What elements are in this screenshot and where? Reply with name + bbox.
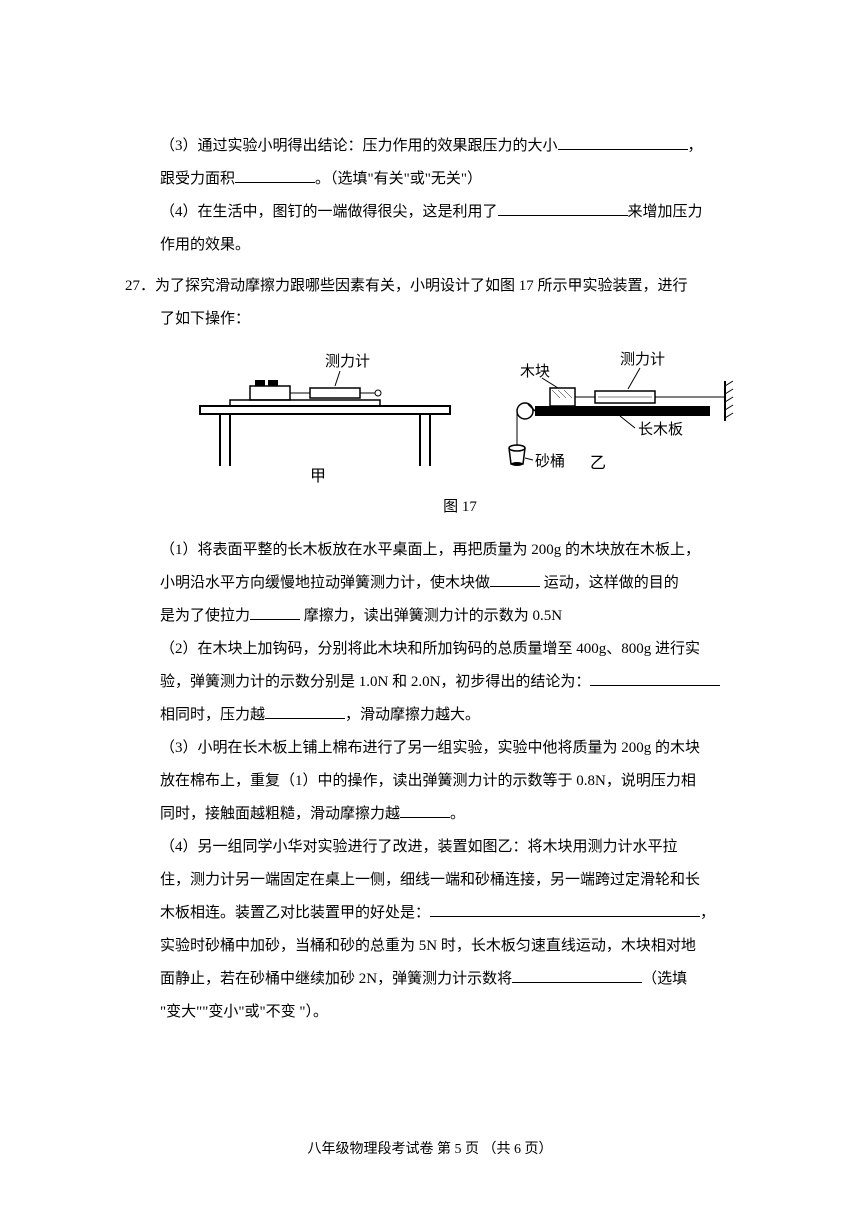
text: 小明沿水平方向缓慢地拉动弹簧测力计，使木块做 xyxy=(160,575,490,591)
text: 为了探究滑动摩擦力跟哪些因素有关，小明设计了如图 17 所示甲实验装置，进行 xyxy=(155,278,688,294)
figure-caption: 图 17 xyxy=(160,491,760,524)
blank xyxy=(265,701,345,719)
text: 木板相连。装置乙对比装置甲的好处是： xyxy=(160,905,430,921)
text: 面静止，若在砂桶中继续加砂 2N，弹簧测力计示数将 xyxy=(160,971,512,987)
q26-part4: （4）在生活中，图钉的一端做得很尖，这是利用了 来增加压力 xyxy=(160,196,760,229)
text: 是为了使拉力 xyxy=(160,608,250,624)
q27-part3-b: 放在棉布上，重复（1）中的操作，读出弹簧测力计的示数等于 0.8N，说明压力相 xyxy=(160,765,760,798)
label-meter-right: 测力计 xyxy=(620,351,665,368)
text: 放在棉布上，重复（1）中的操作，读出弹簧测力计的示数等于 0.8N，说明压力相 xyxy=(160,773,696,789)
q27-part1-b: 小明沿水平方向缓慢地拉动弹簧测力计，使木块做 运动，这样做的目的 xyxy=(160,567,760,600)
q26-part3: （3）通过实验小明得出结论：压力作用的效果跟压力的大小 ， xyxy=(160,130,760,163)
blank xyxy=(512,965,642,983)
q27-intro-b: 了如下操作： xyxy=(160,303,760,336)
q27-part2-a: （2）在木块上加钩码，分别将此木块和所加钩码的总质量增至 400g、800g 进… xyxy=(160,633,760,666)
text: 住，测力计另一端固定在桌上一侧，细线一端和砂桶连接，另一端跨过定滑轮和长 xyxy=(160,872,700,888)
q27-part4-e: 实验时砂桶中加砂，当桶和砂的总重为 5N 时，长木板匀速直线运动，木块相对地 xyxy=(160,930,760,963)
text: ， xyxy=(688,138,703,154)
q26-part3b: 跟受力面积 。（选填"有关"或"无关"） xyxy=(160,163,760,196)
q26-part4b: 作用的效果。 xyxy=(160,229,760,262)
blank xyxy=(498,198,628,216)
blank xyxy=(400,800,450,818)
text: 跟受力面积 xyxy=(160,171,235,187)
text: 来增加压力 xyxy=(628,204,703,220)
q27-intro: 27．为了探究滑动摩擦力跟哪些因素有关，小明设计了如图 17 所示甲实验装置，进… xyxy=(160,270,760,303)
blank xyxy=(590,668,720,686)
text: （4）在生活中，图钉的一端做得很尖，这是利用了 xyxy=(160,204,498,220)
text: 验，弹簧测力计的示数分别是 1.0N 和 2.0N，初步得出的结论为： xyxy=(160,674,590,690)
text: （1）将表面平整的长木板放在水平桌面上，再把质量为 200g 的木块放在木板上， xyxy=(160,542,700,558)
text: （2）在木块上加钩码，分别将此木块和所加钩码的总质量增至 400g、800g 进… xyxy=(160,641,700,657)
question-number: 27． xyxy=(125,278,155,294)
text: （选填 xyxy=(642,971,687,987)
label-bucket: 砂桶 xyxy=(535,453,565,470)
page-footer: 八年级物理段考试卷 第 5 页 （共 6 页） xyxy=(0,1135,860,1166)
q27-part4-c: 木板相连。装置乙对比装置甲的好处是： ， xyxy=(160,897,760,930)
blank xyxy=(235,165,315,183)
q27-part4-b: 住，测力计另一端固定在桌上一侧，细线一端和砂桶连接，另一端跨过定滑轮和长 xyxy=(160,864,760,897)
text: 同时，接触面越粗糙，滑动摩擦力越 xyxy=(160,806,400,822)
text: 摩擦力，读出弹簧测力计的示数为 0.5N xyxy=(300,608,562,624)
q27-part3-c: 同时，接触面越粗糙，滑动摩擦力越 。 xyxy=(160,798,760,831)
text: ，滑动摩擦力越大。 xyxy=(345,707,480,723)
text: ， xyxy=(700,905,715,921)
text: "变大""变小"或"不变 "）。 xyxy=(160,1004,328,1020)
q27-part1-c: 是为了使拉力 摩擦力，读出弹簧测力计的示数为 0.5N xyxy=(160,600,760,633)
text: 运动，这样做的目的 xyxy=(540,575,679,591)
q27-part4-h: "变大""变小"或"不变 "）。 xyxy=(160,996,760,1029)
text: 作用的效果。 xyxy=(160,237,250,253)
blank xyxy=(490,569,540,587)
q27-part4-f: 面静止，若在砂桶中继续加砂 2N，弹簧测力计示数将 （选填 xyxy=(160,963,760,996)
text: 相同时，压力越 xyxy=(160,707,265,723)
label-board: 长木板 xyxy=(638,420,683,438)
diagram-svg: 测力计 甲 xyxy=(180,346,740,486)
q27-part2-c: 相同时，压力越 ，滑动摩擦力越大。 xyxy=(160,699,760,732)
text: 。 xyxy=(450,806,465,822)
text: 了如下操作： xyxy=(160,311,250,327)
q27-part4-a: （4）另一组同学小华对实验进行了改进，装置如图乙：将木块用测力计水平拉 xyxy=(160,831,760,864)
blank xyxy=(250,602,300,620)
q27-part1-a: （1）将表面平整的长木板放在水平桌面上，再把质量为 200g 的木块放在木板上， xyxy=(160,534,760,567)
blank xyxy=(430,899,700,917)
label-yi: 乙 xyxy=(590,455,606,472)
label-jia: 甲 xyxy=(310,468,326,485)
label-meter-left: 测力计 xyxy=(325,353,370,370)
text: 。（选填"有关"或"无关"） xyxy=(315,171,482,187)
text: （4）另一组同学小华对实验进行了改进，装置如图乙：将木块用测力计水平拉 xyxy=(160,839,678,855)
text: （3）小明在长木板上铺上棉布进行了另一组实验，实验中他将质量为 200g 的木块 xyxy=(160,740,700,756)
text: 实验时砂桶中加砂，当桶和砂的总重为 5N 时，长木板匀速直线运动，木块相对地 xyxy=(160,938,696,954)
label-block: 木块 xyxy=(520,363,550,380)
text: （3）通过实验小明得出结论：压力作用的效果跟压力的大小 xyxy=(160,138,558,154)
blank xyxy=(558,132,688,150)
q27-part2-b: 验，弹簧测力计的示数分别是 1.0N 和 2.0N，初步得出的结论为： xyxy=(160,666,760,699)
q27-part3-a: （3）小明在长木板上铺上棉布进行了另一组实验，实验中他将质量为 200g 的木块 xyxy=(160,732,760,765)
figure-17: 测力计 甲 xyxy=(160,346,760,524)
